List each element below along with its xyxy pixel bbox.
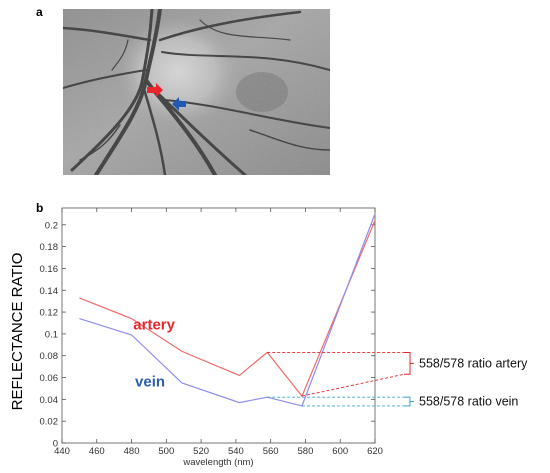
x-axis-label: wavelength (nm) <box>182 457 253 468</box>
x-tick-label: 520 <box>193 446 209 457</box>
plot-frame <box>61 207 376 444</box>
fundus-image <box>63 9 330 175</box>
x-tick-label: 560 <box>263 446 279 457</box>
artery-series-label: artery <box>133 317 175 334</box>
x-tick-label: 440 <box>54 446 70 457</box>
y-tick-label: 0.06 <box>40 373 59 384</box>
series-line-artery <box>79 220 376 398</box>
x-axis-ticks: 440 460 480 500 520 540 560 580 600 620 <box>54 208 383 457</box>
y-axis-label: REFLECTANCE RATIO <box>9 253 26 411</box>
y-tick-label: 0.08 <box>40 351 59 362</box>
ratio-annotations <box>267 351 414 407</box>
y-tick-label: 0.14 <box>40 286 59 297</box>
vein-bracket <box>404 396 414 407</box>
series-layer <box>79 213 376 407</box>
y-tick-label: 0.18 <box>40 242 59 253</box>
panel-b-label: b <box>36 201 43 215</box>
artery-578-guide <box>301 373 405 397</box>
series-line-vein <box>79 213 376 407</box>
x-tick-label: 500 <box>158 446 174 457</box>
y-tick-label: 0.1 <box>45 329 58 340</box>
vein-series-label: vein <box>135 373 165 390</box>
y-tick-label: 0.2 <box>45 220 58 231</box>
x-tick-label: 600 <box>332 446 348 457</box>
x-tick-label: 620 <box>367 446 383 457</box>
y-tick-label: 0.16 <box>40 264 59 275</box>
panel-a-label: a <box>36 5 43 19</box>
x-tick-label: 540 <box>228 446 244 457</box>
y-tick-label: 0.04 <box>40 395 59 406</box>
red-arrow-icon <box>147 83 163 97</box>
reflectance-chart: 00.020.040.060.080.10.120.140.160.180.2 … <box>9 207 528 468</box>
y-axis-ticks: 0 0.02 0.04 0.06 0.08 0.1 0.12 0.14 0.16 0.18 0.2 <box>40 220 375 450</box>
y-tick-label: 0.12 <box>40 308 59 319</box>
y-tick-label: 0 <box>53 439 58 450</box>
artery-bracket <box>404 351 414 375</box>
x-tick-label: 580 <box>298 446 314 457</box>
blue-arrow-icon <box>172 97 186 111</box>
annotation-vein-ratio: 558/578 ratio vein <box>419 395 518 409</box>
annotation-artery-ratio: 558/578 ratio artery <box>419 356 528 370</box>
x-tick-label: 480 <box>124 446 140 457</box>
x-tick-label: 460 <box>89 446 105 457</box>
y-tick-label: 0.02 <box>40 417 59 428</box>
